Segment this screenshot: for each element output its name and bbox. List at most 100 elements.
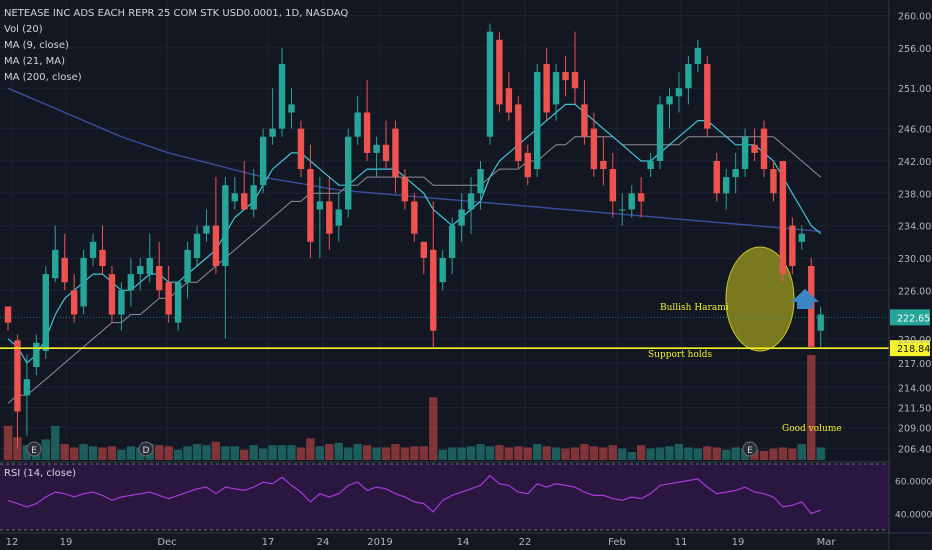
candle-body — [401, 177, 409, 202]
volume-bar — [51, 425, 60, 460]
candle-body — [137, 266, 144, 275]
candle-body — [297, 128, 305, 170]
candle-body — [288, 104, 295, 113]
rsi-pane: 60.0000 40.0000 — [0, 463, 932, 531]
volume-bar — [504, 447, 514, 460]
current-price-label: 222.65 — [897, 313, 930, 324]
volume-bar — [79, 444, 88, 460]
volume-bar — [183, 446, 192, 460]
volume-bar — [684, 447, 693, 460]
candle-body — [600, 160, 607, 170]
harami-highlight — [725, 246, 795, 352]
ma9-line — [7, 103, 822, 364]
candle-body — [562, 72, 569, 81]
volume-bar — [164, 446, 173, 460]
volume-bar — [249, 445, 258, 460]
price-tick-label: 209.00 — [898, 424, 931, 435]
volume-bar — [117, 449, 126, 460]
rsi-line — [7, 474, 821, 515]
volume-bar — [816, 447, 825, 460]
support-holds-label: Support holds — [648, 350, 713, 360]
candle-body — [817, 314, 824, 331]
legend-ma200: MA (200, close) — [4, 72, 82, 83]
candle-body — [307, 169, 314, 242]
candle-body — [704, 63, 711, 129]
candle-body — [486, 31, 494, 137]
rsi-band — [0, 464, 889, 530]
price-tick-label: 238.00 — [898, 189, 931, 200]
candle-body — [326, 201, 333, 234]
volume-bar — [400, 447, 410, 460]
volume-bar — [344, 447, 353, 460]
x-tick-label: 12 — [6, 537, 19, 548]
rsi-legend: RSI (14, close) — [4, 468, 76, 479]
earnings-marker — [742, 441, 758, 457]
volume-bar — [98, 447, 107, 460]
candle-body — [770, 169, 777, 194]
volume-bar — [693, 448, 703, 460]
price-tick-label: 214.00 — [898, 383, 931, 394]
volume-bar — [391, 444, 400, 460]
candle-body — [467, 193, 475, 210]
candle-body — [515, 104, 522, 161]
candle-body — [335, 209, 342, 226]
volume-bar — [712, 447, 721, 460]
earnings-marker-label: D — [143, 446, 150, 456]
volume-bar — [419, 446, 428, 460]
candle-body — [477, 169, 484, 194]
volume-bar — [636, 445, 646, 460]
candle-body — [203, 225, 210, 234]
candle-body — [99, 249, 106, 267]
candle-body — [14, 340, 21, 412]
volume-bar — [769, 448, 778, 460]
volume-bar — [240, 449, 249, 460]
x-tick-label: 11 — [675, 537, 688, 548]
candle-body — [628, 193, 635, 210]
volume-bar — [362, 445, 372, 460]
candle-body — [108, 274, 116, 315]
candle-body — [127, 274, 135, 291]
volume-bar — [230, 446, 239, 460]
volume-bar — [3, 425, 13, 460]
volume-bar — [22, 445, 32, 460]
candle-body — [278, 63, 286, 129]
up-arrow-icon — [791, 289, 819, 309]
volume-bar — [797, 444, 806, 460]
price-tick-label: 220.00 — [898, 335, 931, 346]
volume-bar — [533, 444, 542, 460]
legend-ma21: MA (21, MA) — [4, 56, 65, 67]
volume-bar — [599, 447, 608, 460]
volume-bar — [580, 444, 589, 460]
volume-bar — [542, 446, 551, 460]
candle-body — [458, 209, 465, 226]
volume-bar — [807, 355, 816, 460]
volume-bar — [627, 452, 636, 460]
price-tick-label: 256.00 — [898, 44, 931, 55]
x-tick-label: Mar — [817, 537, 837, 548]
x-tick-label: 24 — [317, 537, 330, 548]
volume-bar — [126, 446, 136, 460]
rsi-tick-label: 40.0000 — [895, 511, 932, 521]
volume-bar — [618, 448, 627, 460]
candle-body — [23, 379, 31, 396]
volume-bar — [268, 445, 277, 460]
volume-bar — [778, 447, 788, 460]
candle-body — [316, 201, 324, 210]
candle-body — [430, 249, 437, 331]
candle-body — [61, 257, 68, 283]
earnings-marker — [26, 441, 42, 457]
volume-bar — [60, 444, 69, 460]
volume-bar — [788, 448, 797, 460]
price-tick-label: 251.00 — [898, 84, 931, 95]
volume-bar — [646, 448, 655, 460]
chart-title: NETEASE INC ADS EACH REPR 25 COM STK USD… — [4, 8, 348, 19]
volume-bar — [13, 437, 22, 460]
candle-body — [590, 128, 598, 170]
candle-body — [411, 201, 418, 234]
volume-bar — [674, 444, 684, 460]
volume-bar — [306, 438, 315, 460]
volume-bar — [410, 446, 419, 460]
legend-volume: Vol (20) — [4, 24, 43, 35]
candle-body — [741, 136, 749, 170]
